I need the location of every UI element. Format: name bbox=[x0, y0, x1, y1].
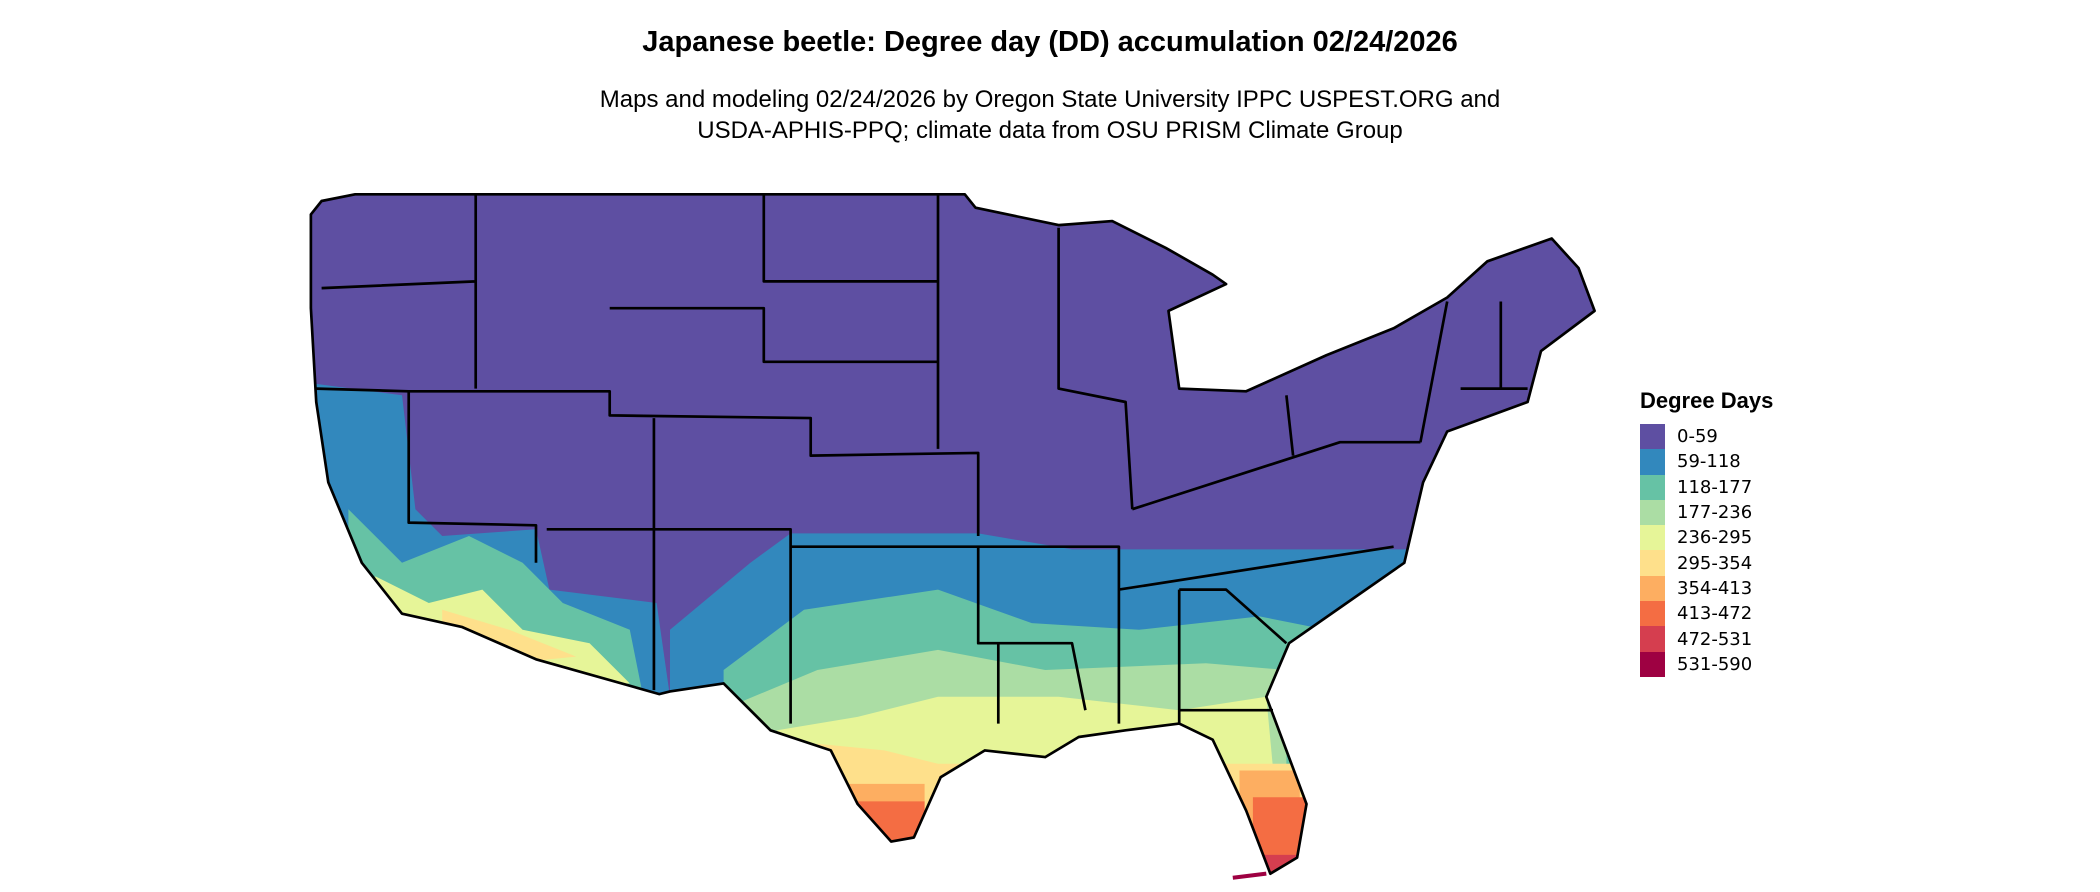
legend-label: 295-354 bbox=[1677, 552, 1753, 574]
map-subtitle: Maps and modeling 02/24/2026 by Oregon S… bbox=[0, 84, 2100, 146]
zone-413-472 bbox=[857, 797, 1314, 874]
zone-354-413 bbox=[844, 770, 1300, 874]
legend-label: 59-118 bbox=[1677, 451, 1741, 473]
legend-label: 472-531 bbox=[1677, 628, 1753, 650]
legend-label: 413-472 bbox=[1677, 603, 1753, 625]
legend-item: 354-413 bbox=[1640, 575, 1773, 602]
legend-swatch bbox=[1640, 449, 1665, 475]
florida-keys bbox=[1232, 871, 1267, 880]
legend-title: Degree Days bbox=[1640, 388, 1774, 413]
legend-swatch bbox=[1640, 550, 1665, 576]
subtitle-line-1: Maps and modeling 02/24/2026 by Oregon S… bbox=[599, 86, 1501, 113]
legend-item: 177-236 bbox=[1640, 499, 1773, 526]
legend-label: 118-177 bbox=[1677, 476, 1753, 498]
zone-0-59 bbox=[310, 194, 1595, 874]
legend-swatch bbox=[1640, 474, 1665, 500]
legend-swatch bbox=[1640, 626, 1665, 652]
legend-swatch bbox=[1640, 601, 1665, 627]
state-borders bbox=[309, 192, 1596, 876]
legend-item: 295-354 bbox=[1640, 550, 1773, 576]
legend-swatch bbox=[1640, 424, 1665, 450]
legend-label: 531-590 bbox=[1677, 653, 1753, 675]
subtitle-line-2: USDA-APHIS-PPQ; climate data from OSU PR… bbox=[697, 117, 1403, 144]
map-title: Japanese beetle: Degree day (DD) accumul… bbox=[642, 26, 1458, 58]
legend-item: 118-177 bbox=[1640, 474, 1773, 500]
legend-label: 354-413 bbox=[1677, 577, 1753, 599]
legend: Degree Days 0-59 59-118 118-177 177-236 236-… bbox=[1640, 388, 1773, 677]
legend-items: 0-59 59-118 118-177 177-236 236-295 295-354 35… bbox=[1640, 424, 1773, 677]
legend-swatch bbox=[1640, 499, 1665, 526]
legend-item: 0-59 bbox=[1640, 424, 1773, 450]
zone-177-236-east bbox=[737, 649, 1287, 874]
legend-swatch bbox=[1640, 651, 1665, 677]
legend-item: 236-295 bbox=[1640, 525, 1773, 551]
legend-swatch bbox=[1640, 575, 1665, 602]
legend-label: 236-295 bbox=[1677, 527, 1753, 549]
legend-item: 472-531 bbox=[1640, 626, 1773, 652]
legend-label: 177-236 bbox=[1677, 502, 1753, 524]
legend-item: 413-472 bbox=[1640, 601, 1773, 627]
legend-label: 0-59 bbox=[1677, 426, 1718, 448]
legend-item: 59-118 bbox=[1640, 449, 1773, 475]
legend-swatch bbox=[1640, 525, 1665, 551]
legend-item: 531-590 bbox=[1640, 651, 1773, 677]
